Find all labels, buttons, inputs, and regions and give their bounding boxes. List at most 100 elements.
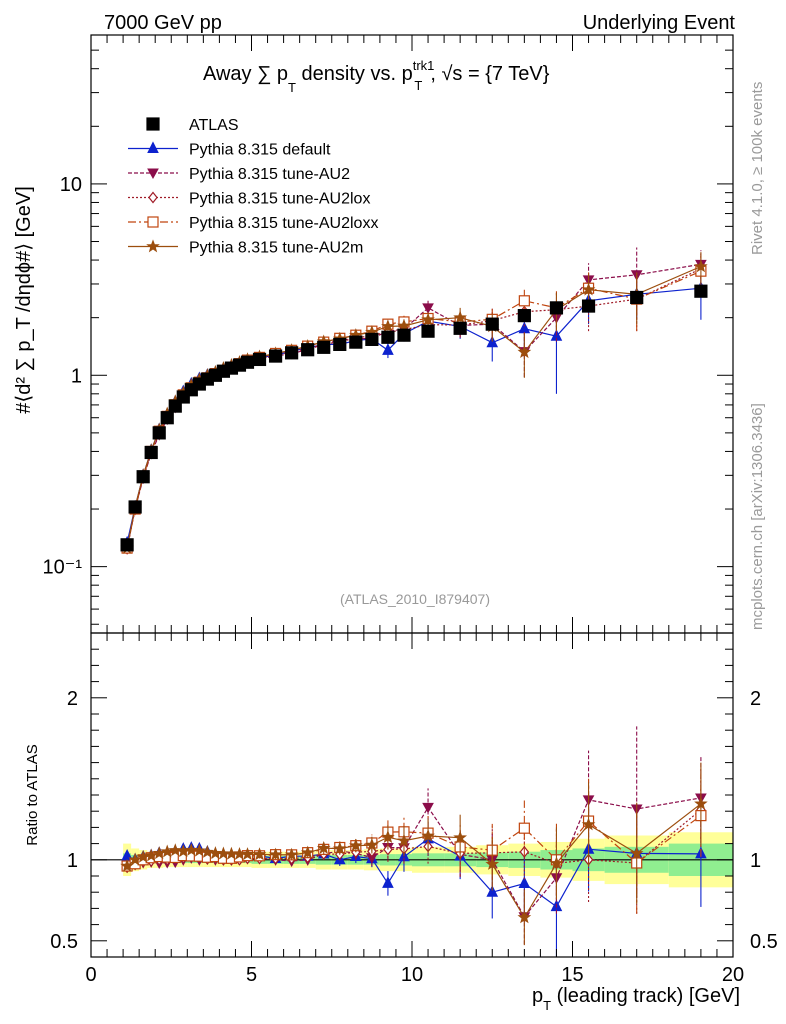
legend-item: Pythia 8.315 tune-AU2loxx [128, 215, 378, 232]
data-point [128, 500, 142, 514]
ratio-point [518, 822, 530, 834]
ratio-y-tick-label: 2 [67, 688, 78, 710]
title-sup: trk1 [413, 58, 435, 73]
data-point [485, 317, 499, 331]
ratio-series-line [126, 815, 702, 867]
data-point [120, 538, 134, 552]
analysis-id: (ATLAS_2010_I879407) [340, 591, 490, 607]
data-point [301, 343, 315, 357]
ratio-point [200, 845, 215, 858]
data-point [517, 345, 532, 359]
ratio-y-tick-label: 1 [67, 850, 78, 872]
ratio-point [581, 817, 596, 831]
ratio-point [184, 843, 199, 856]
data-point [581, 299, 596, 313]
legend-item: Pythia 8.315 tune-AU2lox [128, 191, 370, 208]
ratio-point [549, 856, 564, 870]
data-point [486, 335, 499, 348]
data-point [422, 303, 434, 314]
series-pythia-8-315-tune-au2lox [122, 254, 706, 555]
x-tick-label: 15 [561, 964, 583, 986]
ratio-point [128, 852, 142, 866]
legend: ATLAS Pythia 8.315 default Pythia 8.315 tu… [128, 117, 378, 257]
data-point [160, 411, 174, 425]
title-end: , √s = {7 TeV} [430, 63, 549, 85]
series-line [126, 268, 702, 549]
ratio-y-tick-label-right: 2 [750, 688, 761, 710]
data-point [518, 321, 531, 334]
data-point [381, 330, 395, 344]
ratio-panel: 0 5 10 15 20 0.5 0.5 1 1 2 2 [50, 632, 778, 986]
x-tick-label: 20 [722, 964, 744, 986]
data-point [252, 352, 267, 367]
ratio-point [422, 802, 434, 814]
legend-marker [146, 239, 160, 253]
data-point [694, 284, 708, 298]
ratio-y-tick-label-right: 1 [750, 850, 761, 872]
legend-marker [148, 191, 158, 204]
title-sub-t: T [288, 80, 296, 95]
ratio-point [316, 841, 331, 855]
legend-label: Pythia 8.315 tune-AU2lox [189, 191, 370, 208]
ratio-point [252, 847, 267, 861]
legend-label: Pythia 8.315 default [189, 142, 331, 159]
series-pythia-8-315-tune-au2 [121, 247, 707, 555]
data-point [630, 290, 644, 305]
ratio-point [517, 910, 532, 924]
data-point [152, 426, 166, 440]
main-plot-marks [120, 247, 708, 555]
ratio-y-tick-label-right: 0.5 [750, 931, 778, 953]
data-point [421, 324, 435, 338]
ratio-axis-ticks: 0 5 10 15 20 0.5 0.5 1 1 2 2 [50, 632, 778, 986]
legend-marker [147, 216, 159, 228]
ratio-point [518, 876, 531, 889]
ratio-series-pythia-8-315-tune-au2 [121, 726, 707, 945]
data-point [397, 328, 411, 342]
ratio-point [268, 847, 283, 861]
ratio-y-tick-label: 0.5 [50, 931, 78, 953]
ratio-point [397, 833, 411, 847]
data-point [285, 346, 299, 360]
legend-item: Pythia 8.315 tune-AU2 [128, 166, 350, 183]
series-pythia-8-315-default [121, 265, 707, 548]
ratio-point [694, 796, 708, 810]
legend-item: Pythia 8.315 tune-AU2m [128, 239, 363, 257]
data-point [518, 295, 530, 307]
rivet-version-label: Rivet 4.1.0, ≥ 100k events [749, 82, 766, 255]
title-sub2: T [414, 78, 422, 93]
ratio-point [333, 841, 347, 855]
x-axis-label: pT (leading track) [GeV] [532, 985, 740, 1013]
legend-label: Pythia 8.315 tune-AU2m [189, 240, 363, 257]
y-axis-label: #⟨d² ∑ p_T /dηdϕ#⟩ [GeV] [13, 186, 35, 413]
legend-label: Pythia 8.315 tune-AU2 [189, 166, 350, 183]
mcplots-label: mcplots.cern.ch [arXiv:1306.3436] [749, 403, 766, 630]
ratio-point [486, 885, 499, 897]
title-main: Away ∑ p [203, 63, 288, 85]
ratio-point [453, 830, 468, 844]
data-point [517, 309, 531, 323]
data-point [581, 282, 596, 296]
ratio-point [382, 876, 394, 888]
series-line [126, 287, 701, 544]
ratio-point [381, 830, 395, 844]
ratio-plot-marks [91, 726, 733, 957]
data-point [549, 301, 564, 315]
x-tick-label: 10 [401, 964, 423, 986]
data-point [144, 445, 158, 460]
y-tick-label: 10⁻¹ [43, 557, 83, 579]
x-tick-label: 0 [85, 964, 96, 986]
ratio-point [240, 847, 255, 861]
data-point [453, 321, 467, 335]
xlabel-p: p [532, 985, 543, 1007]
plot-title: Away ∑ pT density vs. ptrk1 T, √s = {7 Te… [203, 58, 550, 95]
data-point [136, 470, 150, 484]
x-tick-label: 5 [246, 964, 257, 986]
ratio-point [349, 838, 363, 852]
data-point [694, 259, 708, 273]
legend-marker [147, 141, 159, 153]
data-point [453, 310, 468, 324]
ratio-point [168, 843, 183, 857]
y-tick-label: 10 [60, 174, 82, 196]
ratio-series-pythia-8-315-tune-au2m [120, 762, 708, 946]
